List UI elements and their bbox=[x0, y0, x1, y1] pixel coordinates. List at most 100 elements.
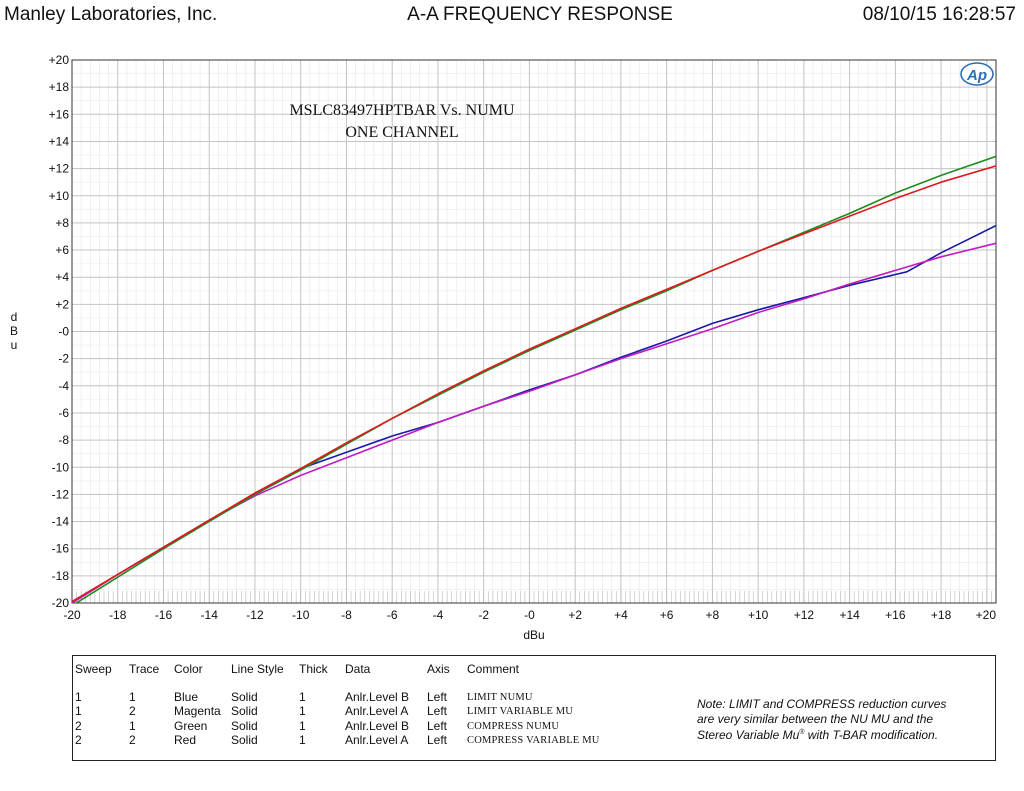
y-tick-label: +12 bbox=[49, 162, 70, 176]
y-tick-label: +8 bbox=[55, 216, 69, 230]
y-tick-label: +4 bbox=[55, 270, 69, 284]
legend-cell: 2 bbox=[75, 732, 82, 747]
legend-cell: COMPRESS VARIABLE MU bbox=[467, 734, 600, 746]
x-tick-label: +4 bbox=[614, 608, 628, 622]
legend-cell: 1 bbox=[75, 704, 82, 719]
series-line-compress-numu bbox=[74, 155, 996, 603]
legend-cell: Solid bbox=[231, 690, 258, 704]
legend-cell: Magenta bbox=[174, 704, 221, 719]
report-datetime: 08/10/15 16:28:57 bbox=[862, 4, 1016, 25]
legend-cell: Anlr.Level A bbox=[345, 732, 409, 747]
legend-cell: Anlr.Level B bbox=[345, 690, 410, 704]
legend-cell: Red bbox=[174, 732, 197, 747]
x-tick-label: -8 bbox=[341, 608, 352, 622]
legend-cell: Left bbox=[427, 704, 448, 719]
legend-cell: LIMIT VARIABLE MU bbox=[467, 706, 574, 718]
legend-cell: 1 bbox=[299, 718, 306, 733]
x-tick-label: -6 bbox=[387, 608, 398, 622]
note-line-3: Stereo Variable Mu® with T-BAR modificat… bbox=[697, 726, 946, 743]
chart-annotation-line: MSLC83497HPTBAR Vs. NUMU bbox=[289, 102, 515, 119]
x-tick-label: +16 bbox=[885, 608, 906, 622]
legend-cell: 1 bbox=[129, 690, 136, 704]
legend-cell: Solid bbox=[231, 718, 258, 733]
company-name: Manley Laboratories, Inc. bbox=[4, 4, 218, 25]
legend-header-trace: Trace bbox=[129, 662, 160, 676]
legend-cell: 1 bbox=[299, 704, 306, 719]
y-tick-label: -2 bbox=[58, 352, 69, 366]
y-tick-label: +16 bbox=[49, 107, 70, 121]
y-tick-label: -12 bbox=[52, 487, 70, 501]
y-tick-label: -0 bbox=[58, 325, 69, 339]
x-tick-label: -4 bbox=[433, 608, 444, 622]
chart-note: Note: LIMIT and COMPRESS reduction curve… bbox=[697, 697, 946, 743]
legend-cell: 2 bbox=[129, 732, 136, 747]
legend-cell: 2 bbox=[129, 704, 136, 719]
legend-header-data: Data bbox=[345, 662, 371, 676]
note-registered-mark: ® bbox=[799, 729, 805, 736]
legend-header-color: Color bbox=[174, 662, 203, 676]
legend-cell: Left bbox=[427, 718, 448, 733]
legend-cell: 1 bbox=[75, 690, 82, 704]
y-tick-label: +14 bbox=[49, 134, 70, 148]
legend-cell: Left bbox=[427, 690, 448, 704]
x-tick-label: -12 bbox=[246, 608, 264, 622]
note-line-1: Note: LIMIT and COMPRESS reduction curve… bbox=[697, 697, 947, 711]
x-axis-label: dBu bbox=[523, 628, 544, 642]
y-tick-label: -8 bbox=[58, 433, 69, 447]
ap-logo-icon bbox=[960, 62, 994, 86]
y-tick-label: -16 bbox=[52, 542, 70, 556]
y-tick-label: -18 bbox=[52, 569, 70, 583]
y-tick-label: -10 bbox=[52, 460, 70, 474]
legend-header-comment: Comment bbox=[467, 662, 520, 676]
legend-header-sweep: Sweep bbox=[75, 662, 112, 676]
y-axis-label-char: B bbox=[10, 324, 18, 338]
legend-header-thick: Thick bbox=[299, 662, 328, 676]
y-axis-label-char: u bbox=[11, 338, 18, 352]
x-tick-label: +10 bbox=[748, 608, 769, 622]
x-tick-label: -2 bbox=[478, 608, 489, 622]
y-tick-label: -20 bbox=[52, 596, 70, 610]
report-title: A-A FREQUENCY RESPONSE bbox=[407, 4, 673, 25]
x-tick-label: +2 bbox=[568, 608, 582, 622]
y-tick-label: -6 bbox=[58, 406, 69, 420]
y-tick-label: +20 bbox=[49, 53, 70, 67]
legend-cell: 1 bbox=[129, 718, 136, 733]
legend-table bbox=[72, 655, 996, 761]
x-tick-label: +20 bbox=[976, 608, 997, 622]
ap-logo-text: Ap bbox=[966, 67, 987, 84]
x-tick-label: -14 bbox=[201, 608, 219, 622]
plot-frame bbox=[71, 59, 997, 604]
chart-annotation-line: ONE CHANNEL bbox=[345, 124, 458, 141]
legend-cell: Green bbox=[174, 718, 208, 733]
y-tick-label: +2 bbox=[55, 297, 69, 311]
y-tick-label: -14 bbox=[52, 515, 70, 529]
x-tick-label: -10 bbox=[292, 608, 310, 622]
x-tick-label: -0 bbox=[524, 608, 535, 622]
x-tick-label: -16 bbox=[155, 608, 173, 622]
y-axis-label-char: d bbox=[11, 310, 18, 324]
x-tick-label: -18 bbox=[109, 608, 127, 622]
y-tick-label: +10 bbox=[49, 189, 70, 203]
frequency-response-chart: +20 +18 +16 +14 +12 +10 +8 +6 +4 +2 -0 -2 -4 -6 -8 -10 -… bbox=[10, 53, 997, 642]
note-line-3a: Stereo Variable Mu bbox=[697, 728, 800, 742]
legend-cell: Anlr.Level B bbox=[345, 718, 410, 733]
note-line-2: are very similar between the NU MU and t… bbox=[697, 711, 934, 726]
x-tick-label: +6 bbox=[660, 608, 674, 622]
legend-cell: Solid bbox=[231, 704, 258, 719]
y-tick-label: +18 bbox=[49, 80, 70, 94]
legend-cell: LIMIT NUMU bbox=[467, 692, 533, 703]
legend-cell: Left bbox=[427, 732, 448, 747]
y-tick-label: +6 bbox=[55, 243, 69, 257]
legend-cell: 1 bbox=[299, 690, 306, 704]
x-tick-label: +8 bbox=[706, 608, 720, 622]
legend-cell: 2 bbox=[75, 718, 82, 733]
x-tick-label: -20 bbox=[63, 608, 81, 622]
legend-cell: 1 bbox=[299, 732, 306, 747]
x-tick-label: +14 bbox=[839, 608, 860, 622]
legend-cell: COMPRESS NUMU bbox=[467, 720, 560, 732]
x-tick-label: +18 bbox=[931, 608, 952, 622]
y-tick-label: -4 bbox=[58, 379, 69, 393]
legend-header-line-style: Line Style bbox=[231, 662, 284, 676]
note-line-3b: with T-BAR modification. bbox=[804, 728, 939, 742]
